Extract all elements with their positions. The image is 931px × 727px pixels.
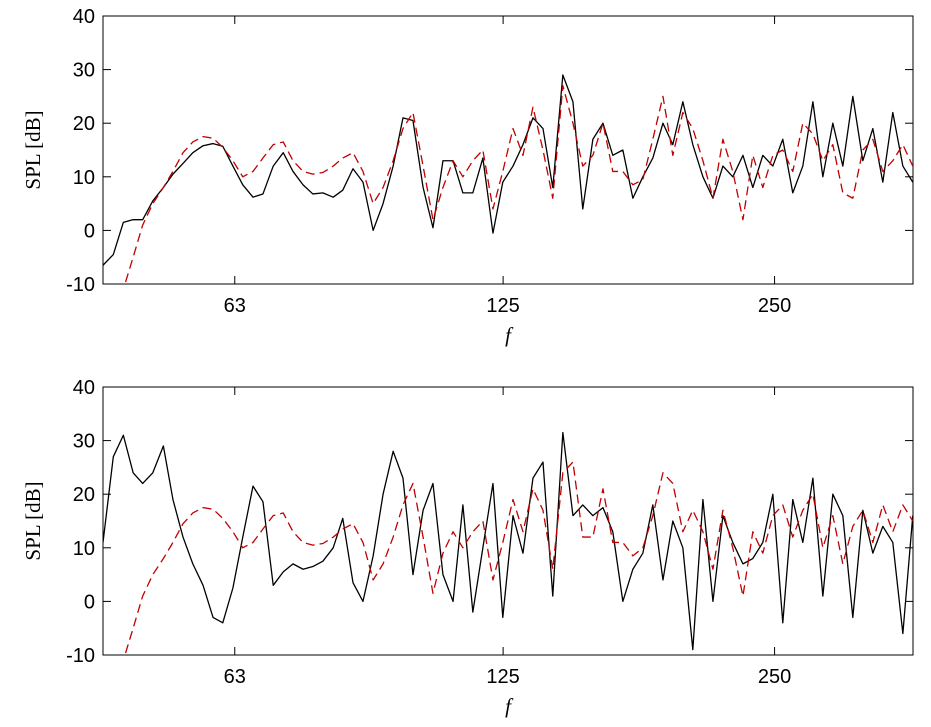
y-tick-label: 20 xyxy=(73,113,95,135)
data-line xyxy=(124,461,913,655)
x-axis-label: f xyxy=(505,323,514,347)
y-tick-label: 30 xyxy=(73,60,95,82)
y-tick-label: 0 xyxy=(84,220,95,242)
y-tick-label: 30 xyxy=(73,431,95,453)
y-tick-label: 40 xyxy=(73,6,95,28)
y-tick-label: 10 xyxy=(73,167,95,189)
data-line xyxy=(103,431,913,651)
x-axis-label: f xyxy=(505,694,514,718)
x-tick-label: 125 xyxy=(486,295,519,317)
x-tick-label: 250 xyxy=(758,295,791,317)
y-tick-label: 0 xyxy=(84,591,95,613)
y-axis-label: SPL [dB] xyxy=(21,110,45,189)
x-tick-label: 63 xyxy=(224,666,246,688)
data-line xyxy=(124,85,913,284)
y-tick-label: 20 xyxy=(73,484,95,506)
y-tick-label: 10 xyxy=(73,538,95,560)
x-tick-label: 63 xyxy=(224,295,246,317)
y-tick-label: 40 xyxy=(73,377,95,399)
y-axis-label: SPL [dB] xyxy=(21,481,45,560)
y-tick-label: -10 xyxy=(66,645,95,667)
x-tick-label: 125 xyxy=(486,666,519,688)
y-tick-label: -10 xyxy=(66,274,95,296)
x-tick-label: 250 xyxy=(758,666,791,688)
